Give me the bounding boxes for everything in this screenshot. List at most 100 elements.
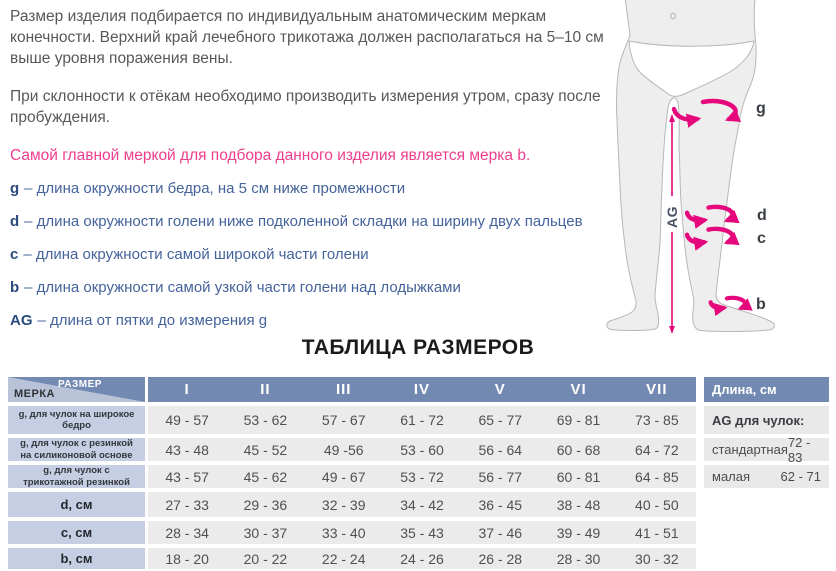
size-cell: 37 - 46: [478, 524, 523, 541]
size-cell: 30 - 32: [635, 550, 679, 567]
length-option-value: 72 - 83: [787, 434, 811, 465]
body-outline: [606, 0, 775, 332]
definition-item-b: b – длина окружности самой узкой части го…: [10, 277, 614, 298]
corner-measure-label: МЕРКА: [14, 388, 55, 400]
size-cell: 45 - 52: [243, 441, 288, 458]
size-cell: 49 - 67: [321, 468, 366, 485]
definition-item-c: c – длина окружности самой широкой части …: [10, 244, 614, 265]
size-cell: 20 - 22: [243, 550, 288, 567]
row-label: g, для чулок на широкое бедро: [8, 406, 145, 434]
length-option-value: 62 - 71: [780, 469, 821, 484]
row-label: d, см: [8, 492, 145, 517]
size-cell: 64 - 85: [635, 468, 679, 485]
size-cell: 53 - 62: [243, 412, 288, 428]
length-option-small: малая 62 - 71: [704, 465, 829, 488]
length-option-standard: стандартная 72 - 83: [704, 435, 829, 465]
length-option-label: малая: [712, 469, 751, 484]
column-header-3: III: [335, 381, 352, 398]
size-cell: 33 - 40: [321, 524, 366, 541]
corner-size-label: РАЗМЕР: [58, 379, 102, 390]
row-label: b, см: [8, 548, 145, 569]
table-corner-cell: РАЗМЕР МЕРКА: [8, 377, 145, 402]
size-cell: 43 - 57: [165, 468, 209, 485]
size-cell: 45 - 62: [243, 468, 288, 485]
column-header-1: I: [184, 381, 190, 398]
size-cell: 26 - 28: [478, 550, 523, 567]
underwear: [628, 40, 755, 97]
ag-length-arrow-icon: [669, 114, 675, 334]
size-cell: 49 - 57: [165, 412, 209, 428]
size-cell: 18 - 20: [165, 550, 209, 567]
table-row: g, для чулок на широкое бедро 49 - 57 53…: [8, 406, 696, 434]
size-cell: 69 - 81: [556, 412, 601, 428]
table-row: g, для чулок с трикотажной резинкой 43 -…: [8, 465, 696, 488]
definition-text: – длина от пятки до измерения g: [37, 312, 268, 329]
size-cell: 43 - 48: [165, 441, 209, 458]
size-cell: 39 - 49: [556, 524, 601, 541]
size-cell: 40 - 50: [635, 496, 679, 513]
size-cell: 73 - 85: [635, 412, 679, 428]
definition-item-g: g – длина окружности бедра, на 5 см ниже …: [10, 178, 614, 199]
definition-text: – длина окружности голени ниже подколенн…: [24, 213, 583, 230]
table-row: c, см 28 - 34 30 - 37 33 - 40 35 - 43 37…: [8, 521, 696, 544]
definition-key: d: [10, 213, 20, 230]
definition-text: – длина окружности самой узкой части гол…: [24, 279, 461, 296]
row-label: g, для чулок с трикотажной резинкой: [8, 465, 145, 488]
size-cell: 65 - 77: [478, 412, 523, 428]
measure-label-b: b: [756, 296, 766, 313]
measure-definitions: g – длина окружности бедра, на 5 см ниже …: [10, 178, 614, 331]
size-cell: 36 - 45: [478, 496, 523, 513]
intro-paragraph-1: Размер изделия подбирается по индивидуал…: [10, 8, 604, 67]
definition-key: AG: [10, 312, 33, 329]
length-panel: Длина, см AG для чулок: стандартная 72 -…: [704, 377, 829, 492]
table-header-row: РАЗМЕР МЕРКА I II III IV V VI VII: [8, 377, 696, 402]
size-cell: 34 - 42: [400, 496, 444, 513]
definition-text: – длина окружности самой широкой части г…: [23, 246, 369, 263]
size-table-title: ТАБЛИЦА РАЗМЕРОВ: [301, 336, 535, 359]
size-cell: 32 - 39: [321, 496, 366, 513]
size-cell: 60 - 81: [556, 468, 601, 485]
measure-label-ag: AG: [664, 206, 680, 228]
size-cell: 41 - 51: [635, 524, 679, 541]
size-cell: 28 - 30: [556, 550, 601, 567]
size-cell: 29 - 36: [243, 496, 288, 513]
intro-text: Размер изделия подбирается по индивидуал…: [10, 6, 614, 343]
size-cell: 30 - 37: [243, 524, 288, 541]
size-cell: 57 - 67: [321, 412, 366, 428]
size-cell: 24 - 26: [400, 550, 444, 567]
length-option-label: стандартная: [712, 442, 788, 457]
intro-paragraph-2: При склонности к отёкам необходимо произ…: [10, 88, 601, 126]
size-cell: 61 - 72: [400, 412, 444, 428]
row-label: g, для чулок с резинкой на силиконовой о…: [8, 438, 145, 461]
table-row: g, для чулок с резинкой на силиконовой о…: [8, 438, 696, 461]
definition-key: c: [10, 246, 19, 263]
column-header-7: VII: [646, 381, 668, 398]
definition-item-ag: AG – длина от пятки до измерения g: [10, 310, 614, 331]
measure-label-g: g: [756, 100, 766, 117]
measure-label-d: d: [757, 207, 767, 224]
definition-key: b: [10, 279, 20, 296]
definition-item-d: d – длина окружности голени ниже подколен…: [10, 211, 614, 232]
size-cell: 22 - 24: [321, 550, 366, 567]
size-cell: 56 - 77: [478, 468, 523, 485]
size-cell: 27 - 33: [165, 496, 209, 513]
ag-subheader: AG для чулок:: [704, 406, 829, 434]
length-panel-header: Длина, см: [704, 377, 829, 402]
definition-key: g: [10, 180, 20, 197]
column-header-6: VI: [570, 381, 587, 398]
key-measure-note: Самой главной меркой для подбора данного…: [10, 147, 531, 164]
column-header-5: V: [494, 381, 506, 398]
measure-label-c: c: [757, 230, 766, 247]
table-row: b, см 18 - 20 20 - 22 22 - 24 24 - 26 26…: [8, 548, 696, 569]
size-cell: 64 - 72: [635, 441, 679, 458]
size-cell: 28 - 34: [165, 524, 209, 541]
leg-measurement-diagram: AG g d c b: [606, 0, 775, 334]
navel: [670, 12, 676, 20]
size-table: РАЗМЕР МЕРКА I II III IV V VI VII g, для…: [8, 377, 696, 571]
size-cell: 38 - 48: [556, 496, 601, 513]
size-cell: 49 -56: [323, 441, 364, 458]
definition-text: – длина окружности бедра, на 5 см ниже п…: [24, 180, 406, 197]
size-cell: 53 - 60: [400, 441, 444, 458]
size-cell: 56 - 64: [478, 441, 523, 458]
